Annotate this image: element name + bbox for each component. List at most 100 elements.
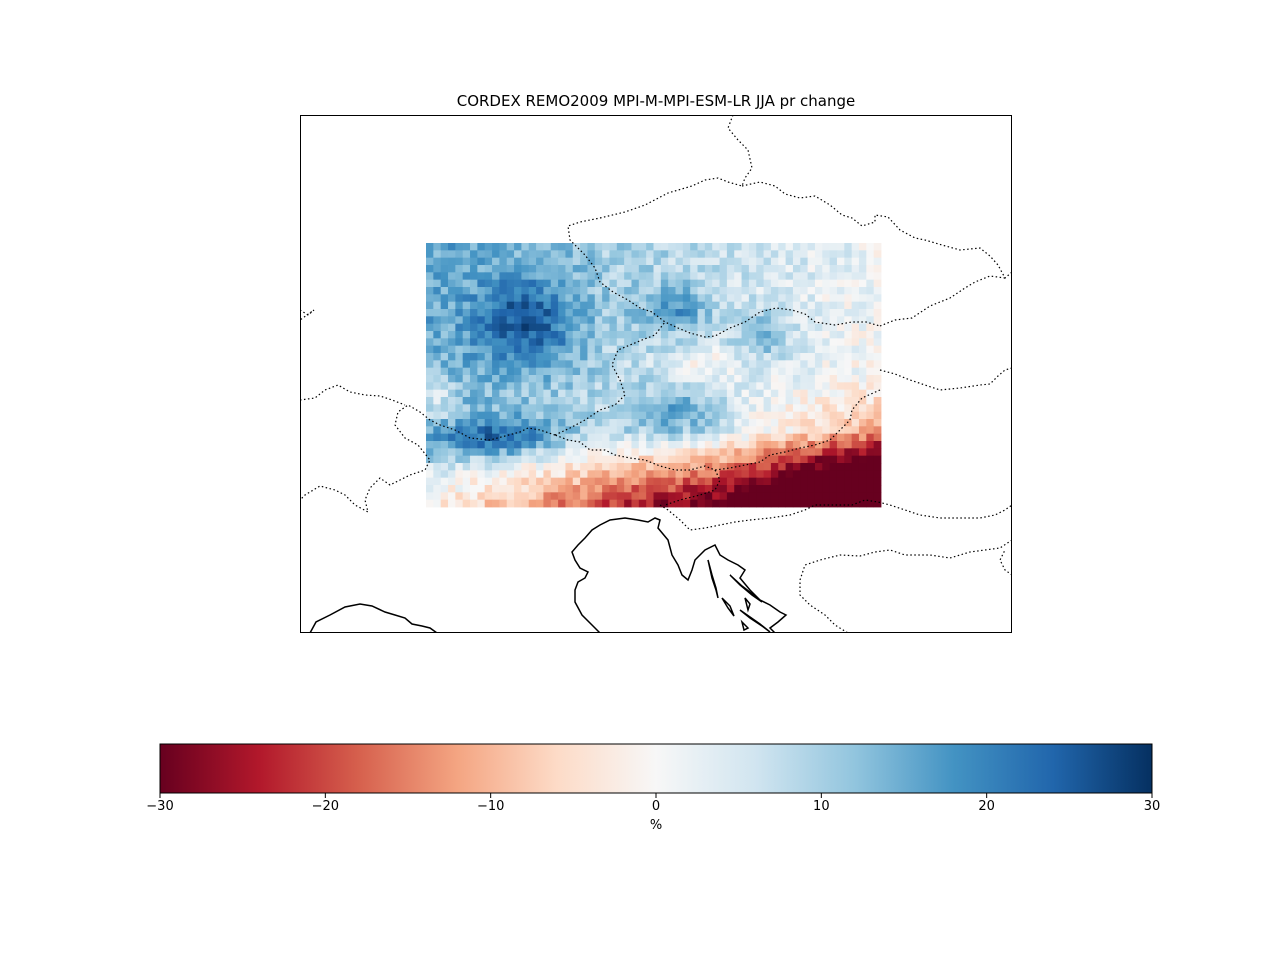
grid-cell <box>829 397 838 405</box>
grid-cell <box>690 463 698 471</box>
grid-cell <box>741 279 750 288</box>
grid-cell <box>763 353 772 361</box>
grid-cell <box>660 323 669 332</box>
grid-cell <box>543 316 552 325</box>
grid-cell <box>858 353 867 361</box>
grid-cell <box>660 316 669 325</box>
grid-cell <box>528 294 537 303</box>
grid-cell <box>506 265 515 273</box>
grid-cell <box>866 279 875 288</box>
grid-cell <box>572 485 581 493</box>
grid-cell <box>704 316 713 325</box>
grid-cell <box>638 287 647 295</box>
grid-cell <box>528 397 537 405</box>
grid-cell <box>594 433 603 442</box>
grid-cell <box>653 448 662 457</box>
grid-cell <box>484 485 493 493</box>
grid-cell <box>851 492 860 501</box>
grid-cell <box>536 433 544 442</box>
grid-cell <box>433 331 442 339</box>
grid-cell <box>873 331 882 339</box>
grid-cell <box>550 301 559 310</box>
grid-cell <box>455 382 464 391</box>
colorbar-tick-label: 20 <box>978 799 995 814</box>
grid-cell <box>653 455 662 464</box>
grid-cell <box>668 492 676 501</box>
grid-cell <box>836 404 845 413</box>
grid-cell <box>660 309 669 317</box>
grid-cell <box>616 257 625 266</box>
grid-cell <box>536 389 544 398</box>
grid-cell <box>851 323 860 332</box>
grid-cell <box>807 287 816 295</box>
grid-cell <box>682 419 691 427</box>
grid-cell <box>807 294 816 303</box>
grid-cell <box>829 345 838 354</box>
grid-cell <box>565 265 574 273</box>
grid-cell <box>550 309 559 317</box>
grid-cell <box>814 316 823 325</box>
grid-cell <box>506 323 515 332</box>
grid-cell <box>550 411 559 420</box>
grid-cell <box>558 338 566 347</box>
grid-cell <box>550 353 559 361</box>
grid-cell <box>646 265 654 273</box>
grid-cell <box>477 463 486 471</box>
grid-cell <box>492 353 500 361</box>
grid-cell <box>785 375 794 383</box>
grid-cell <box>609 338 618 347</box>
grid-cell <box>646 287 654 295</box>
grid-cell <box>836 499 845 508</box>
grid-cell <box>763 360 772 369</box>
grid-cell <box>440 433 449 442</box>
grid-cell <box>814 419 823 427</box>
grid-cell <box>624 279 632 288</box>
grid-cell <box>484 404 493 413</box>
grid-cell <box>682 367 691 376</box>
grid-cell <box>660 499 669 508</box>
grid-cell <box>426 367 434 376</box>
grid-cell <box>675 426 684 435</box>
grid-cell <box>558 309 566 317</box>
grid-cell <box>873 411 882 420</box>
grid-cell <box>514 309 522 317</box>
grid-cell <box>433 309 442 317</box>
grid-cell <box>550 455 559 464</box>
colorbar-tick-label: −30 <box>146 799 173 814</box>
grid-cell <box>690 375 698 383</box>
grid-cell <box>514 441 522 449</box>
grid-cell <box>690 367 698 376</box>
grid-cell <box>587 243 596 251</box>
grid-cell <box>543 382 552 391</box>
grid-cell <box>836 485 845 493</box>
grid-cell <box>587 426 596 435</box>
grid-cell <box>697 470 706 479</box>
grid-cell <box>616 411 625 420</box>
grid-cell <box>602 455 610 464</box>
grid-cell <box>851 375 860 383</box>
grid-cell <box>440 455 449 464</box>
grid-cell <box>785 426 794 435</box>
grid-cell <box>433 492 442 501</box>
grid-cell <box>609 323 618 332</box>
grid-cell <box>616 353 625 361</box>
grid-cell <box>587 499 596 508</box>
grid-cell <box>682 316 691 325</box>
grid-cell <box>528 411 537 420</box>
grid-cell <box>433 470 442 479</box>
grid-cell <box>580 375 588 383</box>
grid-cell <box>609 499 618 508</box>
grid-cell <box>682 411 691 420</box>
grid-cell <box>756 448 764 457</box>
grid-cell <box>785 338 794 347</box>
grid-cell <box>741 455 750 464</box>
grid-cell <box>690 309 698 317</box>
grid-cell <box>602 367 610 376</box>
grid-cell <box>543 272 552 281</box>
grid-cell <box>800 485 809 493</box>
grid-cell <box>499 323 508 332</box>
grid-cell <box>536 360 544 369</box>
grid-cell <box>690 441 698 449</box>
grid-cell <box>778 309 786 317</box>
grid-cell <box>858 367 867 376</box>
